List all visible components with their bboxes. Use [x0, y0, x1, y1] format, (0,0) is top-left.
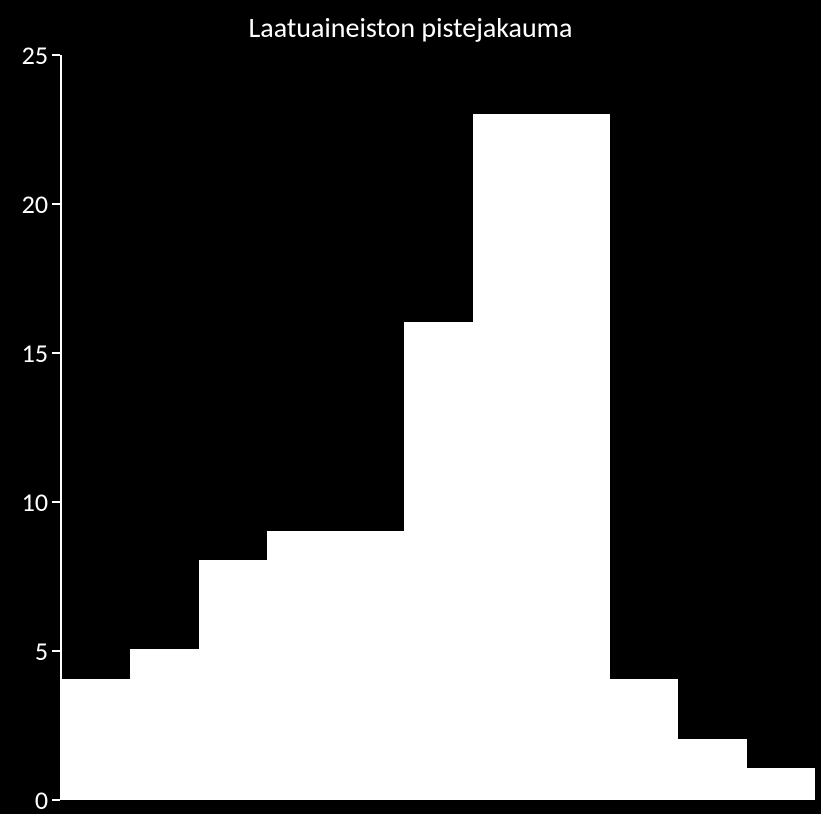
histogram-bar — [199, 560, 267, 798]
histogram-bar — [267, 531, 335, 798]
histogram-bar — [62, 679, 130, 798]
plot-area — [60, 55, 815, 800]
y-axis-tick-label: 15 — [22, 337, 48, 369]
y-axis-tick — [52, 650, 60, 652]
y-axis-tick-label: 0 — [35, 784, 48, 816]
y-axis-tick — [52, 501, 60, 503]
y-axis-tick-label: 20 — [22, 188, 48, 220]
y-axis-tick-label: 10 — [22, 486, 48, 518]
histogram-bar — [541, 114, 609, 798]
histogram-bar — [404, 322, 472, 798]
histogram-bar — [678, 739, 746, 798]
y-axis-tick-label: 5 — [35, 635, 48, 667]
y-axis-tick — [52, 352, 60, 354]
histogram-bar — [747, 768, 815, 798]
y-axis-tick — [52, 203, 60, 205]
chart-title: Laatuaineiston pistejakauma — [0, 10, 821, 45]
histogram-bar — [130, 649, 198, 798]
x-axis-line — [60, 798, 815, 800]
chart-container: Laatuaineiston pistejakauma 0 5 10 15 20 25 — [0, 0, 821, 814]
y-axis-tick-label: 25 — [22, 39, 48, 71]
y-axis-tick — [52, 799, 60, 801]
histogram-bar — [610, 679, 678, 798]
y-axis-labels: 0510152025 — [0, 55, 48, 800]
histogram-bars — [62, 55, 815, 798]
histogram-bar — [473, 114, 541, 798]
histogram-bar — [336, 531, 404, 798]
y-axis-tick — [52, 54, 60, 56]
